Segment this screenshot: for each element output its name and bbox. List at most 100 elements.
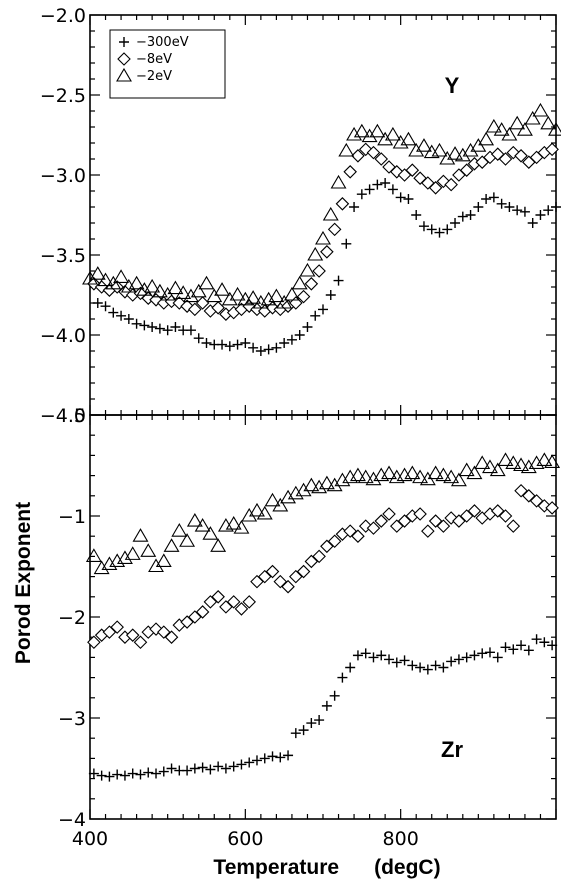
data-point — [351, 529, 365, 543]
data-point — [109, 553, 126, 567]
legend: −300eV −8eV −2eV — [109, 29, 226, 99]
data-point — [366, 521, 381, 535]
data-point — [229, 286, 246, 301]
data-point — [325, 290, 336, 300]
data-point — [314, 715, 325, 726]
data-point — [474, 455, 491, 470]
data-point — [225, 515, 242, 530]
data-point — [506, 519, 521, 533]
data-point — [295, 482, 312, 497]
top-panel-y: −2.0 −2.5 −3.0 −3.5 −4.0 −4.5 — [40, 5, 561, 427]
data-point — [154, 323, 165, 334]
data-point — [551, 202, 561, 212]
data-point — [248, 342, 259, 353]
data-point — [335, 197, 350, 211]
data-point — [418, 221, 429, 232]
data-point — [500, 642, 511, 653]
data-point — [195, 605, 210, 619]
data-point — [341, 238, 352, 249]
data-point — [374, 514, 389, 528]
data-point — [242, 595, 256, 609]
data-point — [413, 507, 427, 521]
data-point — [256, 505, 273, 520]
data-point — [322, 206, 339, 221]
data-point — [334, 472, 351, 487]
data-point — [330, 174, 347, 189]
data-point — [233, 520, 250, 534]
data-point — [466, 465, 483, 480]
data-point — [162, 325, 173, 336]
data-point — [427, 465, 444, 480]
data-point — [443, 469, 460, 484]
data-point — [415, 662, 426, 673]
data-point — [462, 142, 479, 157]
data-point — [93, 560, 110, 575]
data-point — [127, 768, 138, 779]
data-point — [381, 465, 397, 480]
data-point — [382, 507, 396, 521]
data-point — [271, 342, 282, 353]
data-point — [453, 654, 464, 665]
series-diamond — [87, 142, 559, 321]
data-point — [513, 457, 530, 472]
data-point — [132, 528, 149, 542]
data-point — [104, 771, 115, 782]
data-point — [372, 179, 383, 190]
data-point — [264, 492, 281, 507]
legend-entry: −300eV — [136, 35, 189, 50]
data-point — [333, 275, 344, 286]
data-point — [535, 210, 546, 220]
data-point — [147, 322, 158, 332]
data-point — [356, 189, 367, 200]
data-point — [338, 142, 355, 157]
data-point — [85, 548, 102, 562]
data-point — [102, 625, 117, 639]
data-point — [450, 218, 461, 228]
data-point — [318, 475, 335, 490]
data-point — [148, 558, 164, 573]
data-point — [327, 534, 342, 549]
data-point — [380, 178, 391, 188]
y-axis-label: Porod Exponent — [12, 502, 35, 664]
data-point — [250, 574, 264, 589]
data-point — [520, 459, 537, 474]
data-point — [454, 147, 471, 162]
data-point — [240, 338, 251, 348]
data-point — [201, 338, 212, 348]
data-point — [320, 245, 334, 259]
data-point — [251, 755, 262, 766]
data-point — [422, 664, 433, 675]
data-point — [450, 472, 467, 487]
data-point — [265, 564, 280, 579]
y-tick-label: −4.5 — [40, 405, 86, 427]
data-point — [124, 546, 141, 560]
data-point — [312, 264, 326, 278]
data-point — [492, 652, 503, 663]
data-point — [465, 210, 476, 220]
data-point — [439, 150, 456, 165]
data-point — [310, 310, 321, 321]
y-tick-label: 0 — [74, 405, 86, 427]
data-point — [189, 763, 200, 774]
data-point — [226, 595, 241, 609]
data-point — [276, 294, 293, 309]
data-point — [214, 282, 230, 296]
data-point — [140, 543, 157, 557]
data-point — [527, 218, 538, 228]
data-point — [544, 454, 561, 469]
data-point — [435, 467, 452, 482]
data-point — [234, 602, 249, 616]
data-point — [408, 142, 425, 157]
data-point — [211, 301, 225, 315]
data-point — [509, 115, 526, 130]
data-point — [151, 283, 168, 298]
data-point — [315, 230, 331, 245]
data-point — [358, 142, 373, 157]
data-point — [257, 569, 272, 584]
data-point — [302, 322, 313, 332]
data-point — [514, 483, 528, 498]
data-point — [434, 227, 445, 238]
data-point — [497, 452, 514, 466]
series-plus — [88, 634, 558, 782]
